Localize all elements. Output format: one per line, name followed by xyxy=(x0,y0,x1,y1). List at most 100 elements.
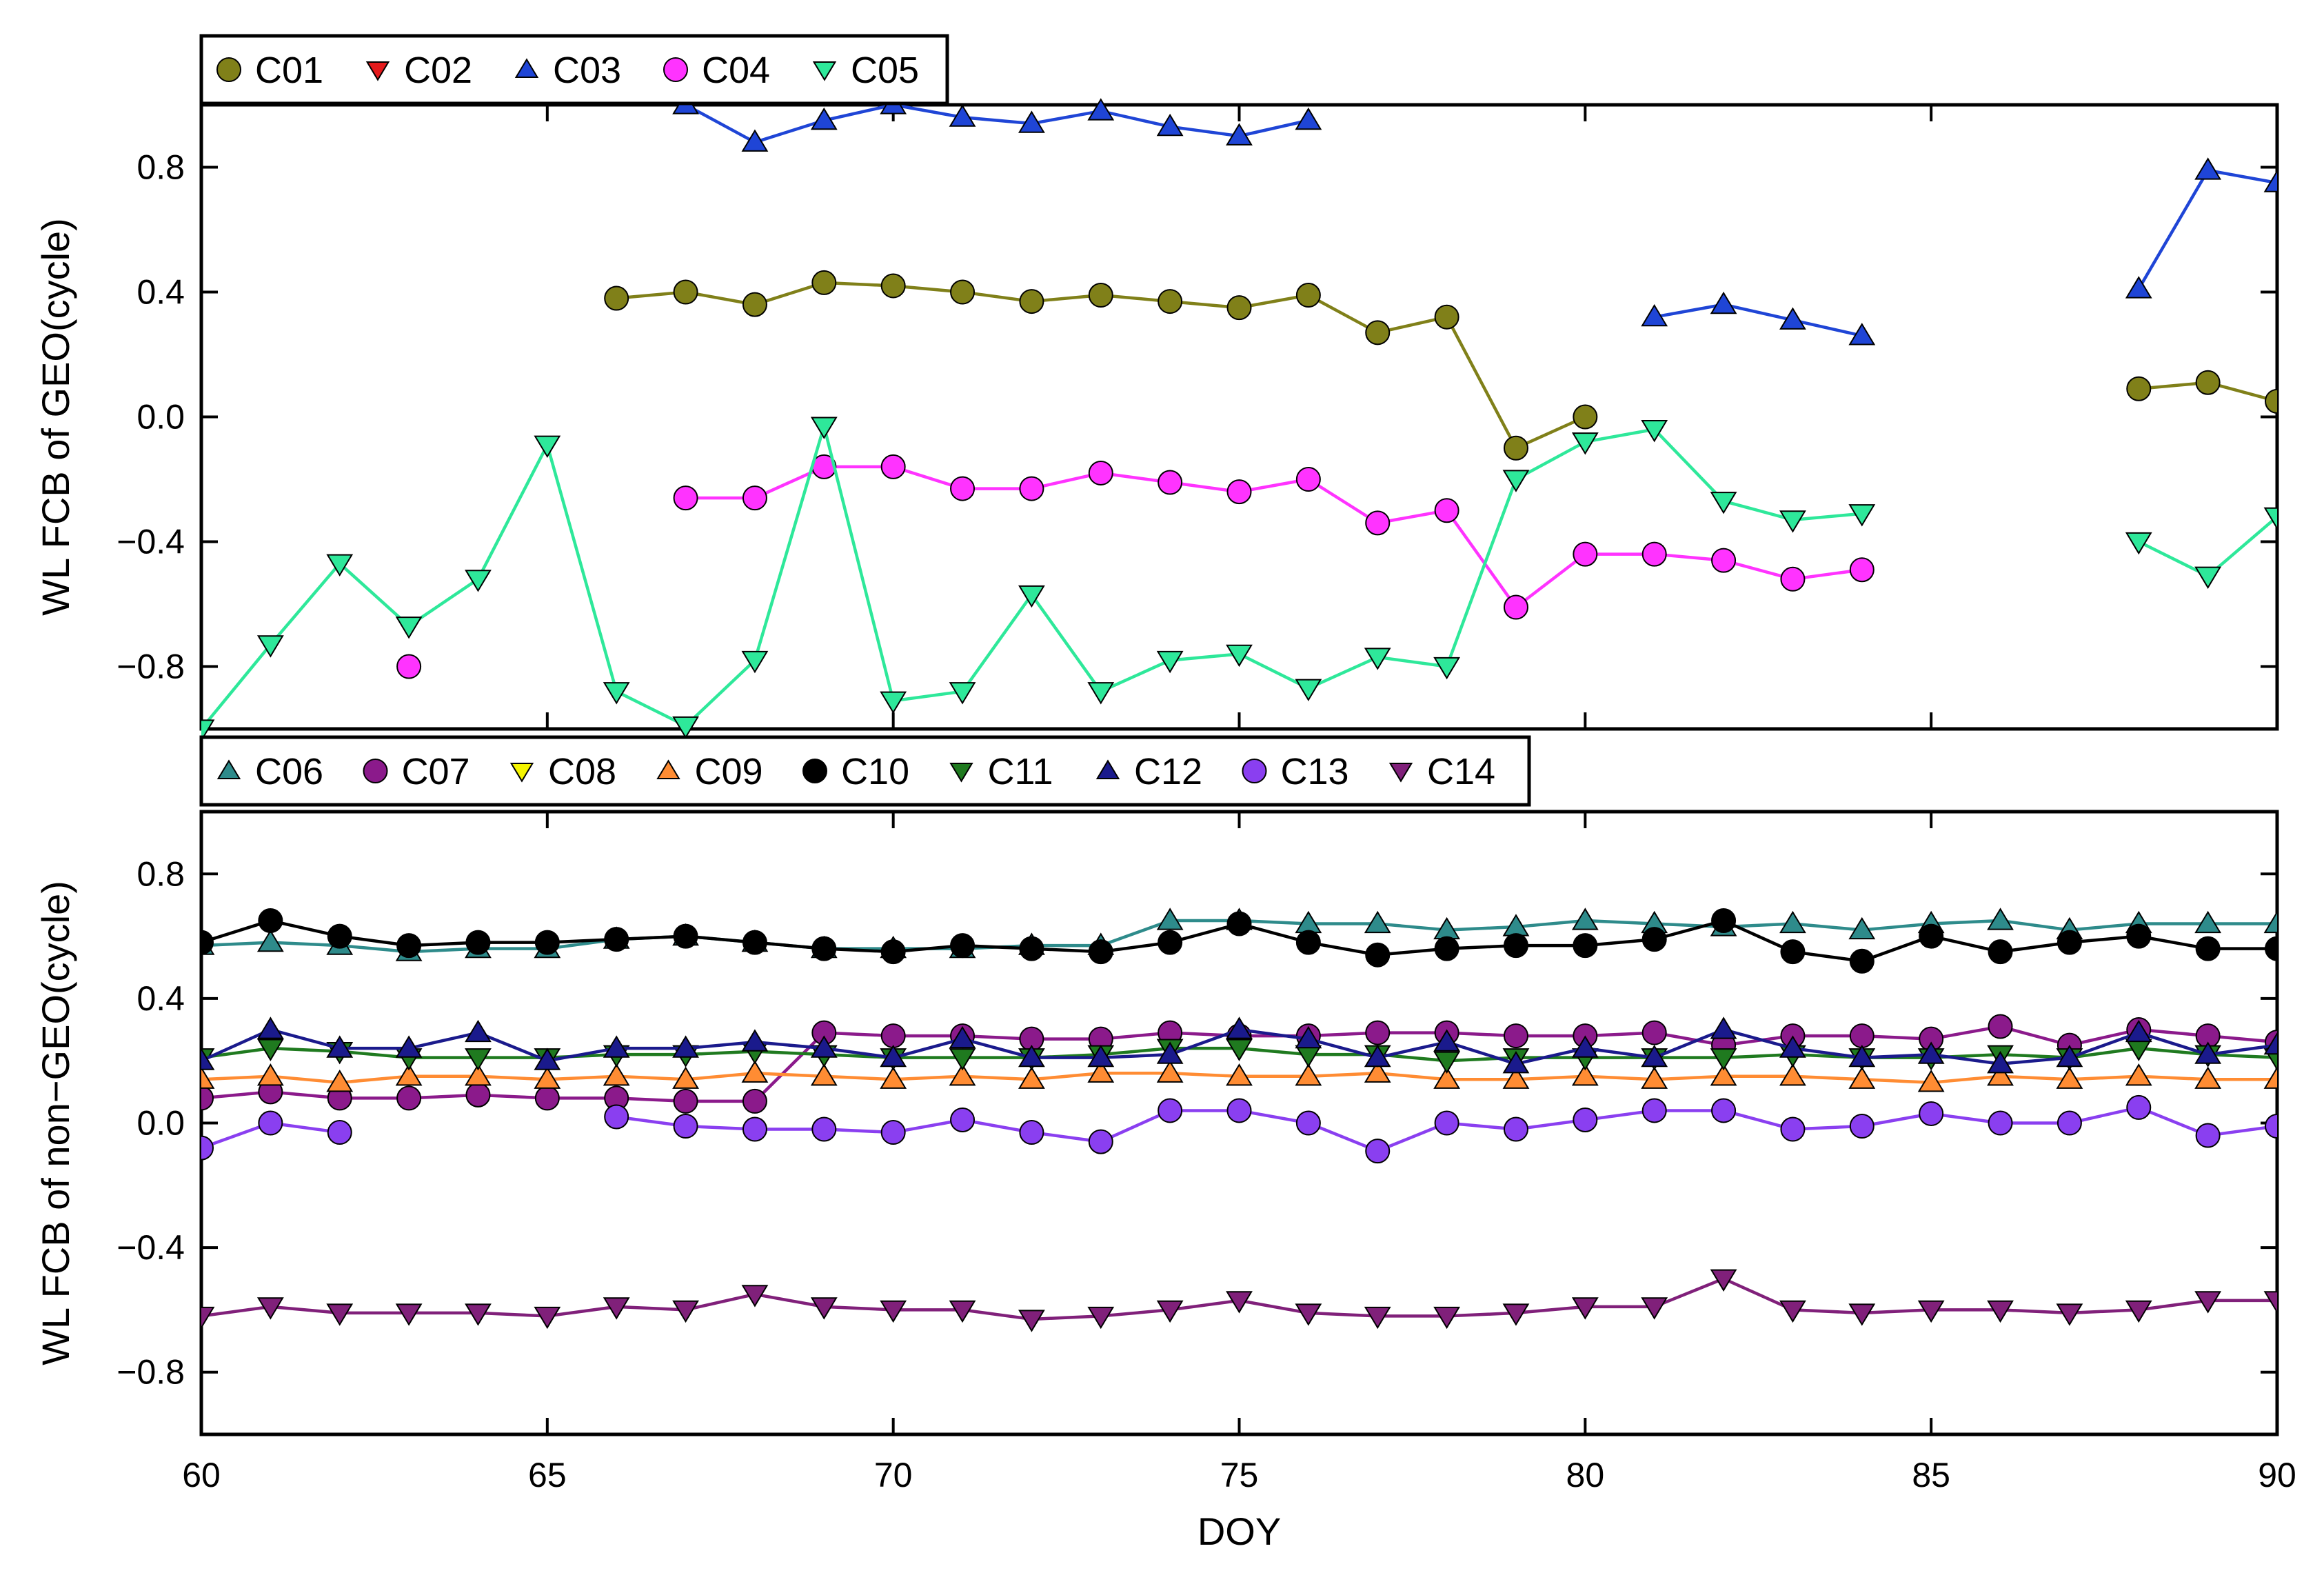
data-point-c14 xyxy=(603,1297,630,1320)
data-point-c11 xyxy=(1710,1048,1737,1071)
data-point-c13 xyxy=(742,1116,767,1142)
data-point-c04 xyxy=(396,654,422,679)
data-point-c05 xyxy=(1364,648,1391,670)
data-point-c12 xyxy=(1641,1044,1668,1068)
legend-item-c12: C12 xyxy=(1095,751,1202,792)
data-point-c13 xyxy=(2126,1094,2152,1120)
data-point-c04 xyxy=(1295,467,1321,492)
data-point-c13 xyxy=(2195,1123,2221,1148)
data-point-c01 xyxy=(1226,295,1252,321)
bottom-plot-frame xyxy=(199,810,2279,1436)
data-point-c01 xyxy=(811,270,837,295)
series-c10 xyxy=(201,908,2277,974)
bottom-legend-box xyxy=(199,735,1531,807)
series-c01 xyxy=(604,270,2277,461)
data-point-c12 xyxy=(1571,1035,1599,1058)
data-point-c14 xyxy=(326,1303,354,1326)
data-point-c12 xyxy=(672,1035,699,1058)
data-point-c12 xyxy=(1987,1050,2014,1074)
data-point-c07 xyxy=(1365,1020,1391,1045)
data-point-c09 xyxy=(1226,1063,1253,1086)
legend-marker-c04 xyxy=(663,57,688,82)
data-point-c10 xyxy=(1295,930,1321,955)
data-point-c10 xyxy=(2265,936,2277,961)
data-point-c04 xyxy=(1780,566,1806,592)
legend-marker-c12 xyxy=(1095,759,1120,780)
data-point-c14 xyxy=(672,1300,699,1323)
data-point-c06 xyxy=(1571,908,1599,930)
data-point-c04 xyxy=(1503,594,1528,620)
data-point-c05 xyxy=(1295,679,1322,701)
legend-label-c09: C09 xyxy=(695,751,763,792)
data-point-c05 xyxy=(810,417,838,439)
data-point-c04 xyxy=(1434,498,1459,523)
data-point-c10 xyxy=(1088,939,1113,965)
data-point-c12 xyxy=(1848,1044,1876,1068)
legend-label-c02: C02 xyxy=(404,50,472,91)
data-point-c05 xyxy=(880,691,907,714)
data-point-c12 xyxy=(1710,1016,1737,1039)
data-point-c09 xyxy=(1848,1066,1876,1089)
data-point-c09 xyxy=(2056,1066,2083,1089)
data-point-c12 xyxy=(395,1035,423,1058)
data-point-c14 xyxy=(1571,1297,1599,1320)
data-point-c03 xyxy=(949,104,976,127)
data-point-c04 xyxy=(1019,476,1044,501)
top-y-tick-label: −0.4 xyxy=(117,523,185,561)
data-point-c09 xyxy=(949,1063,976,1086)
data-point-c14 xyxy=(1018,1310,1045,1332)
data-point-c05 xyxy=(949,682,976,705)
data-point-c01 xyxy=(1573,404,1598,430)
data-point-c14 xyxy=(2125,1300,2152,1323)
data-point-c14 xyxy=(465,1303,492,1326)
data-point-c10 xyxy=(1988,939,2013,965)
legend-item-c13: C13 xyxy=(1242,751,1349,792)
data-point-c01 xyxy=(604,285,629,311)
data-point-c04 xyxy=(1158,470,1183,495)
data-point-c07 xyxy=(880,1023,906,1049)
data-point-c04 xyxy=(1849,557,1875,583)
data-point-c14 xyxy=(1364,1306,1391,1330)
data-point-c04 xyxy=(1088,460,1113,485)
data-point-c10 xyxy=(742,930,767,955)
legend-item-c11: C11 xyxy=(949,751,1053,792)
data-point-c09 xyxy=(1018,1066,1045,1089)
data-point-c10 xyxy=(950,933,976,959)
data-point-c10 xyxy=(1503,933,1528,959)
data-point-c12 xyxy=(1779,1035,1806,1058)
data-point-c05 xyxy=(1433,657,1461,680)
data-point-c05 xyxy=(603,682,630,705)
legend-item-c08: C08 xyxy=(509,751,616,792)
legend-marker-c09 xyxy=(656,759,680,780)
data-point-c14 xyxy=(1226,1291,1253,1314)
data-point-c10 xyxy=(1849,948,1875,974)
data-point-c12 xyxy=(741,1029,769,1052)
data-point-c01 xyxy=(1088,283,1113,308)
data-point-c09 xyxy=(256,1063,284,1086)
legend-marker-c01 xyxy=(216,57,241,82)
data-point-c13 xyxy=(1019,1120,1044,1145)
data-point-c13 xyxy=(1088,1129,1113,1154)
data-point-c09 xyxy=(2125,1063,2152,1086)
data-point-c05 xyxy=(1226,644,1253,668)
data-point-c13 xyxy=(1849,1114,1875,1139)
bottom-y-tick-label: −0.8 xyxy=(117,1353,185,1392)
series-c05 xyxy=(201,417,2277,739)
data-point-c09 xyxy=(1641,1066,1668,1089)
legend-marker-c08 xyxy=(509,762,534,783)
data-point-c05 xyxy=(2194,566,2222,590)
data-point-c10 xyxy=(880,939,906,965)
data-point-c10 xyxy=(2057,930,2082,955)
legend-marker-c14 xyxy=(1388,762,1413,783)
data-point-c05 xyxy=(534,435,561,458)
data-point-c13 xyxy=(1919,1101,1944,1126)
data-point-c14 xyxy=(256,1297,284,1320)
data-point-c14 xyxy=(201,1306,215,1330)
data-point-c05 xyxy=(741,650,769,674)
data-point-c06 xyxy=(1987,908,2014,930)
data-point-c09 xyxy=(741,1060,769,1083)
legend-label-c10: C10 xyxy=(841,751,909,792)
data-point-c10 xyxy=(1226,911,1252,936)
